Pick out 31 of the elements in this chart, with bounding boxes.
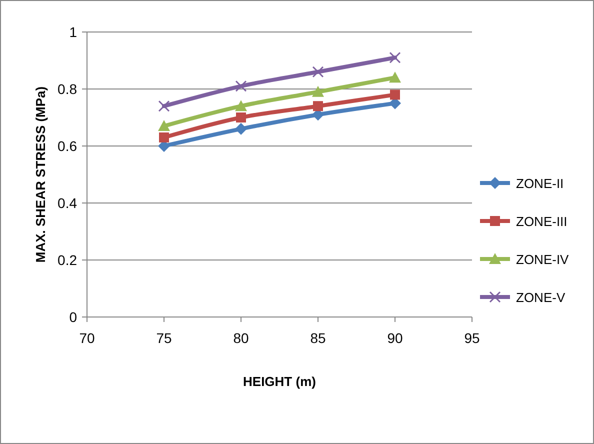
y-tick-label: 0: [69, 309, 78, 325]
point: [235, 122, 247, 135]
point: [235, 80, 247, 92]
x-tick-label: 80: [233, 330, 249, 346]
point: [313, 101, 323, 112]
point: [158, 120, 170, 132]
x-tick-label: 70: [79, 330, 95, 346]
x-axis-title: HEIGHT (m): [243, 374, 316, 389]
y-tick-label: 0.6: [58, 138, 78, 154]
y-tick-label: 0.2: [58, 252, 78, 268]
point: [389, 52, 401, 64]
point: [236, 112, 246, 122]
legend-label: ZONE-III: [516, 214, 568, 229]
x-tick-label: 85: [310, 330, 326, 346]
point: [312, 86, 324, 97]
x-tick-label: 95: [464, 330, 480, 346]
point: [235, 100, 247, 112]
y-tick-label: 1: [69, 24, 78, 40]
point: [389, 72, 401, 83]
legend-label: ZONE-IV: [516, 252, 570, 267]
x-tick-label: 75: [156, 330, 172, 346]
y-axis-title: MAX. SHEAR STRESS (MPa): [33, 86, 48, 263]
y-tick-label: 0.8: [58, 81, 78, 97]
point: [158, 100, 170, 112]
point: [390, 90, 400, 100]
point: [159, 132, 169, 142]
point: [312, 66, 324, 78]
legend-label: ZONE-II: [516, 176, 564, 191]
legend-label: ZONE-V: [516, 290, 566, 305]
x-tick-label: 90: [387, 330, 403, 346]
y-tick-label: 0.4: [58, 195, 78, 211]
